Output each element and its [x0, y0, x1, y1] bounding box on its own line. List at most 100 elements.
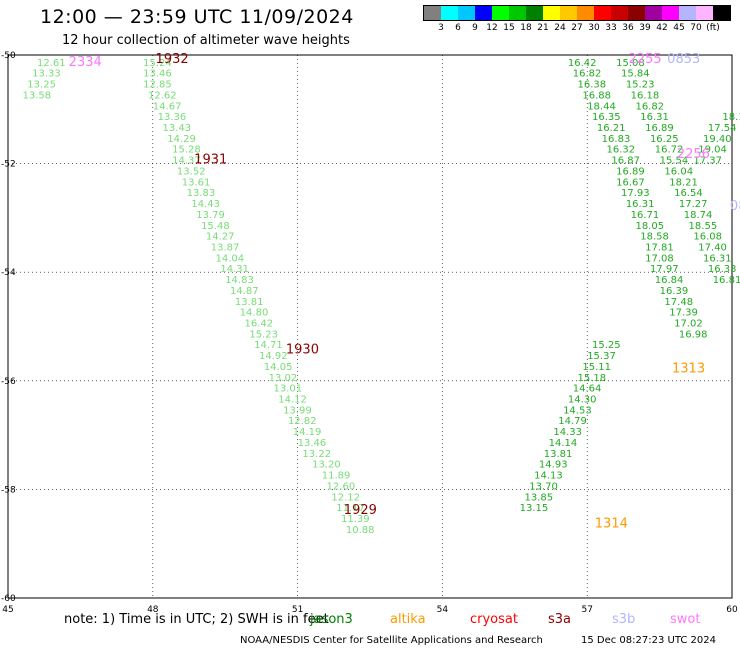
wave-height-value: 14.64: [573, 384, 602, 395]
legend-label: 27: [571, 23, 583, 33]
wave-height-value: 14.12: [278, 395, 307, 406]
legend-swatch: [526, 6, 543, 20]
legend-labels: 3 6 9 12 15 18 21 24 27 30 33 36 39 42 45 70 (ft): [423, 21, 731, 35]
wave-height-value: 17.02: [674, 319, 703, 330]
legend-label: 6: [455, 23, 461, 33]
wave-height-value: 12.60: [327, 481, 356, 492]
wave-height-value: 16.42: [568, 58, 597, 69]
wave-height-value: 15.37: [587, 351, 616, 362]
wave-height-value: 14.33: [553, 427, 582, 438]
color-legend: 3 6 9 12 15 18 21 24 27 30 33 36 39 42 45 70 (ft): [423, 5, 731, 35]
wave-height-value: 13.46: [143, 69, 172, 80]
wave-height-value: 13.46: [298, 438, 327, 449]
wave-height-value: 13.81: [544, 449, 573, 460]
wave-height-value: 12.62: [148, 90, 177, 101]
wave-height-value: 16.98: [679, 329, 708, 340]
legend-label: 3: [438, 23, 444, 33]
wave-height-value: 15.25: [592, 340, 621, 351]
pass-time-label: 1314: [595, 516, 628, 531]
lon-tick-label: 48: [147, 605, 159, 615]
wave-height-value: 13.52: [177, 166, 206, 177]
legend-label: 45: [673, 23, 685, 33]
wave-height-value: 13.15: [520, 503, 549, 514]
legend-label: 39: [639, 23, 651, 33]
wave-height-value: 17.37: [693, 156, 722, 167]
wave-height-value: 13.43: [162, 123, 191, 134]
legend-swatch: [441, 6, 458, 20]
satellite-label: s3a: [548, 612, 572, 627]
pass-time-label: 1931: [194, 153, 227, 168]
pass-time-label: 0852: [730, 199, 740, 214]
wave-height-value: 16.89: [616, 166, 645, 177]
wave-height-value: 13.61: [182, 177, 211, 188]
legend-label: 42: [656, 23, 668, 33]
pass-time-label: 2255: [629, 52, 662, 67]
wave-height-value: 14.27: [206, 232, 235, 243]
wave-height-value: 14.37: [172, 156, 201, 167]
wave-height-value: 16.89: [645, 123, 674, 134]
legend-swatch: [577, 6, 594, 20]
wave-height-value: 16.71: [631, 210, 660, 221]
wave-height-value: 14.14: [549, 438, 578, 449]
wave-height-value: 12.85: [143, 80, 172, 91]
satellite-label: s3b: [612, 612, 636, 627]
legend-label: 9: [472, 23, 478, 33]
wave-height-value: 16.38: [578, 80, 607, 91]
legend-swatch: [509, 6, 526, 20]
legend-label: 18: [520, 23, 532, 33]
legend-swatch: [424, 6, 441, 20]
wave-height-value: 13.33: [32, 69, 61, 80]
legend-swatch: [475, 6, 492, 20]
legend-swatch: [594, 6, 611, 20]
wave-height-value: 18.74: [684, 210, 713, 221]
wave-height-value: 14.80: [240, 308, 269, 319]
wave-height-value: 15.23: [249, 329, 278, 340]
wave-height-value: 12.61: [37, 58, 66, 69]
wave-height-value: 15.48: [201, 221, 230, 232]
wave-height-value: 16.54: [674, 188, 703, 199]
wave-height-value: 11.17: [336, 503, 365, 514]
wave-height-value: 13.58: [22, 90, 51, 101]
map-frame: [7, 54, 733, 599]
lat-tick-label: -60: [1, 594, 16, 604]
wave-height-value: 15.08: [616, 58, 645, 69]
legend-label: 21: [537, 23, 549, 33]
pass-time-label: 2256: [677, 147, 710, 162]
legend-swatch: [611, 6, 628, 20]
wave-height-value: 13.85: [524, 492, 553, 503]
page-subtitle: 12 hour collection of altimeter wave hei…: [62, 33, 350, 48]
wave-height-value: 19.40: [703, 134, 732, 145]
wave-height-value: 13.70: [529, 481, 558, 492]
pass-time-label: 1930: [286, 343, 319, 358]
legend-label: 33: [605, 23, 617, 33]
legend-swatches: [423, 5, 731, 21]
wave-height-value: 16.42: [245, 319, 274, 330]
lat-tick-label: -54: [1, 268, 16, 278]
legend-swatch: [628, 6, 645, 20]
lat-tick-label: -52: [1, 160, 16, 170]
wave-height-value: 16.35: [592, 112, 621, 123]
wave-height-value: 17.93: [621, 188, 650, 199]
wave-height-value: 13.79: [196, 210, 225, 221]
wave-height-value: 15.23: [626, 80, 655, 91]
wave-height-value: 14.30: [568, 395, 597, 406]
wave-height-value: 16.84: [655, 275, 684, 286]
legend-swatch: [645, 6, 662, 20]
timestamp: 15 Dec 08:27:23 UTC 2024: [581, 635, 716, 646]
lon-tick-label: 60: [726, 605, 738, 615]
wave-height-value: 14.93: [539, 460, 568, 471]
legend-label: (ft): [706, 23, 720, 33]
lon-tick-label: 51: [292, 605, 303, 615]
wave-height-value: 19.04: [698, 145, 727, 156]
wave-height-value: 16.83: [602, 134, 631, 145]
wave-height-value: 14.87: [230, 286, 259, 297]
wave-height-value: 17.08: [645, 253, 674, 264]
wave-height-value: 16.39: [660, 286, 689, 297]
wave-height-value: 13.83: [187, 188, 216, 199]
legend-label: 30: [588, 23, 600, 33]
legend-swatch: [543, 6, 560, 20]
wave-height-value: 14.43: [191, 199, 220, 210]
satellite-label: cryosat: [470, 612, 518, 627]
note-text: note: 1) Time is in UTC; 2) SWH is in fe…: [64, 612, 329, 627]
